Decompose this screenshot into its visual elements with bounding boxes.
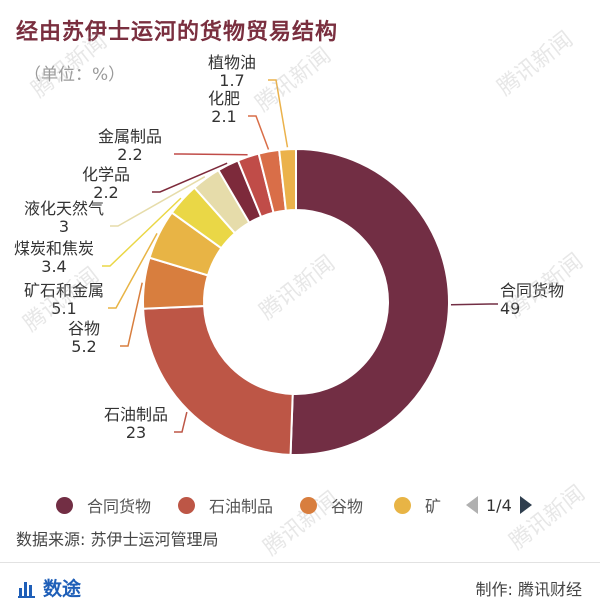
legend-label: 石油制品 xyxy=(209,497,274,516)
slice-label: 金属制品 xyxy=(98,127,162,146)
donut-slice[interactable] xyxy=(289,147,450,456)
credit-text: 制作: 腾讯财经 xyxy=(475,580,582,599)
legend-viewport: 合同货物 石油制品 谷物 矿 xyxy=(0,488,460,522)
legend-label: 矿 xyxy=(425,497,442,516)
legend-label: 谷物 xyxy=(331,497,364,516)
brand-name: 数途 xyxy=(43,578,82,600)
page-prev-icon[interactable] xyxy=(466,496,478,514)
leader-line xyxy=(110,176,206,227)
legend-pager: 1/4 xyxy=(466,492,532,518)
slice-label: 谷物 xyxy=(68,319,100,338)
donut-slice[interactable] xyxy=(278,147,297,212)
leader-line xyxy=(174,153,248,156)
leader-line xyxy=(120,282,143,347)
bar-chart-icon xyxy=(18,578,35,598)
slice-label: 合同货物 xyxy=(500,281,564,300)
footer-divider xyxy=(0,562,600,563)
legend-label: 合同货物 xyxy=(87,497,152,516)
leader-lines-group xyxy=(102,79,498,433)
slice-value-label: 3.4 xyxy=(41,257,66,276)
slices-group xyxy=(142,147,450,456)
unit-label: （单位：%） xyxy=(24,65,126,85)
brand-logo: 数途 xyxy=(18,574,81,601)
leader-line xyxy=(152,162,228,193)
data-source: 数据来源: 苏伊士运河管理局 xyxy=(16,530,219,549)
slice-label: 液化天然气 xyxy=(24,199,104,218)
slice-value-label: 2.2 xyxy=(117,145,142,164)
chart-title: 经由苏伊士运河的货物贸易结构 xyxy=(16,20,339,45)
slice-label: 化肥 xyxy=(208,89,240,108)
slice-label: 煤炭和焦炭 xyxy=(14,239,94,258)
legend-item[interactable]: 石油制品 xyxy=(178,492,273,518)
slice-label: 化学品 xyxy=(82,165,130,184)
leader-line xyxy=(102,197,182,267)
legend-item[interactable]: 谷物 xyxy=(300,492,363,518)
slice-value-label: 5.1 xyxy=(51,299,76,318)
leader-line xyxy=(268,79,289,148)
slice-value-label: 5.2 xyxy=(71,337,96,356)
donut-slice[interactable] xyxy=(142,304,294,456)
slice-label: 石油制品 xyxy=(104,405,168,424)
slice-label: 植物油 xyxy=(208,53,256,72)
leader-line xyxy=(108,232,158,309)
slice-value-label: 49 xyxy=(500,299,520,318)
page-indicator: 1/4 xyxy=(486,495,512,515)
chart-legend: 合同货物 石油制品 谷物 矿 1/4 xyxy=(0,488,600,522)
legend-item[interactable]: 矿 xyxy=(394,492,441,518)
legend-marker xyxy=(56,496,73,514)
legend-marker xyxy=(178,496,195,514)
slice-value-label: 1.7 xyxy=(219,71,244,90)
slice-label: 矿石和金属 xyxy=(24,281,104,300)
legend-item[interactable]: 合同货物 xyxy=(56,492,151,518)
slice-value-label: 3 xyxy=(59,217,69,236)
legend-marker xyxy=(300,496,317,514)
page-next-icon[interactable] xyxy=(519,496,532,514)
slice-value-label: 2.2 xyxy=(93,183,118,202)
leader-line xyxy=(174,411,188,433)
leader-line xyxy=(450,303,498,306)
leader-line xyxy=(248,115,270,150)
slice-value-label: 2.1 xyxy=(211,107,236,126)
legend-marker xyxy=(394,496,411,514)
slice-value-label: 23 xyxy=(126,423,146,442)
